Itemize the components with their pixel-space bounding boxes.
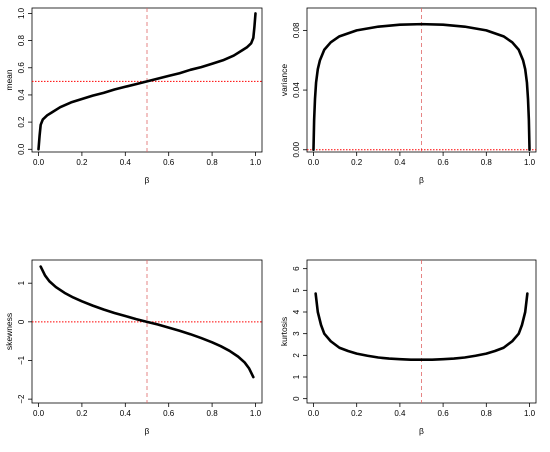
chart-1-x-tick-label: 1.0	[250, 158, 262, 167]
chart-1-y-tick-label: 1.0	[17, 7, 26, 19]
chart-4-y-tick-label: 0	[292, 396, 301, 401]
chart-4-y-tick-label: 5	[292, 288, 301, 293]
chart-3-series-line	[39, 265, 255, 379]
chart-2-y-tick-label: 0.00	[292, 141, 301, 157]
chart-1-series-line	[37, 12, 257, 151]
chart-1-y-tick-label: 0.4	[17, 89, 26, 101]
chart-4-x-axis-label: β	[419, 426, 424, 436]
chart-2-x-tick-label: 0.2	[351, 158, 363, 167]
chart-2-x-tick-label: 0.6	[438, 158, 450, 167]
chart-4-y-tick-label: 2	[292, 353, 301, 358]
chart-3-x-tick-label: 0.8	[207, 409, 219, 418]
chart-3-x-tick-label: 0.2	[76, 409, 88, 418]
panel-skewness: 0.0 0.2 0.4 0.6 0.8 1.0 −2 −1 0 1 β skewness	[4, 259, 263, 436]
chart-1-x-tick-label: 0.4	[120, 158, 132, 167]
chart-4-y-tick-label: 4	[292, 309, 301, 314]
chart-2-x-tick-label: 0.8	[481, 158, 493, 167]
chart-4-x-tick-label: 0.8	[481, 409, 493, 418]
chart-4-y-tick-label: 6	[292, 266, 301, 271]
chart-3-y-tick-label: 0	[17, 319, 26, 324]
chart-1-x-axis-label: β	[145, 175, 150, 185]
chart-2-x-axis-label: β	[419, 175, 424, 185]
chart-3-x-tick-label: 0.0	[33, 409, 45, 418]
chart-4-y-axis-label: kurtosis	[279, 317, 289, 346]
chart-3-y-tick-label: −1	[17, 355, 26, 365]
chart-3-x-tick-label: 0.6	[163, 409, 175, 418]
chart-4-y-tick-label: 3	[292, 331, 301, 336]
chart-3-y-tick-label: −2	[17, 394, 26, 404]
chart-3-x-tick-label: 1.0	[250, 409, 262, 418]
chart-2-y-tick-label: 0.04	[292, 82, 301, 98]
chart-3-x-tick-label: 0.4	[120, 409, 132, 418]
chart-2-series-line	[312, 22, 531, 152]
chart-1-y-tick-label: 0.0	[17, 143, 26, 155]
chart-1-x-tick-label: 0.2	[76, 158, 88, 167]
chart-1-x-tick-label: 0.8	[207, 158, 219, 167]
panel-variance: 0.0 0.2 0.4 0.6 0.8 1.0 0.00 0.04 0.08 β variance	[279, 7, 537, 185]
chart-2-x-tick-label: 1.0	[524, 158, 536, 167]
panel-kurtosis: 0.0 0.2 0.4 0.6 0.8 1.0 0 1 2 3 4 5 6 β kurtosis	[279, 259, 537, 436]
chart-1-y-axis-label: mean	[4, 69, 14, 91]
chart-4-y-tick-label: 1	[292, 374, 301, 379]
chart-1-y-tick-label: 0.6	[17, 62, 26, 74]
panel-mean: 0.0 0.2 0.4 0.6 0.8 1.0 0.0 0.2 0.4 0.6 0.8 1.0 β mea…	[4, 7, 263, 185]
chart-4-x-tick-label: 0.4	[394, 409, 406, 418]
chart-3-y-axis-label: skewness	[4, 313, 14, 350]
chart-1-x-tick-label: 0.6	[163, 158, 175, 167]
chart-4-series-line	[314, 292, 529, 361]
chart-4-x-tick-label: 1.0	[524, 409, 536, 418]
chart-1-y-tick-label: 0.2	[17, 116, 26, 128]
chart-1-y-tick-label: 0.8	[17, 34, 26, 46]
chart-2-y-axis-label: variance	[279, 64, 289, 96]
chart-2-y-tick-label: 0.08	[292, 22, 301, 38]
chart-2-x-tick-label: 0.0	[308, 158, 320, 167]
chart-1-x-tick-label: 0.0	[33, 158, 45, 167]
chart-3-x-axis-label: β	[145, 426, 150, 436]
chart-4-x-tick-label: 0.6	[438, 409, 450, 418]
chart-4-x-tick-label: 0.2	[351, 409, 363, 418]
chart-3-y-tick-label: 1	[17, 280, 26, 285]
chart-2-x-tick-label: 0.4	[394, 158, 406, 167]
chart-4-x-tick-label: 0.0	[308, 409, 320, 418]
